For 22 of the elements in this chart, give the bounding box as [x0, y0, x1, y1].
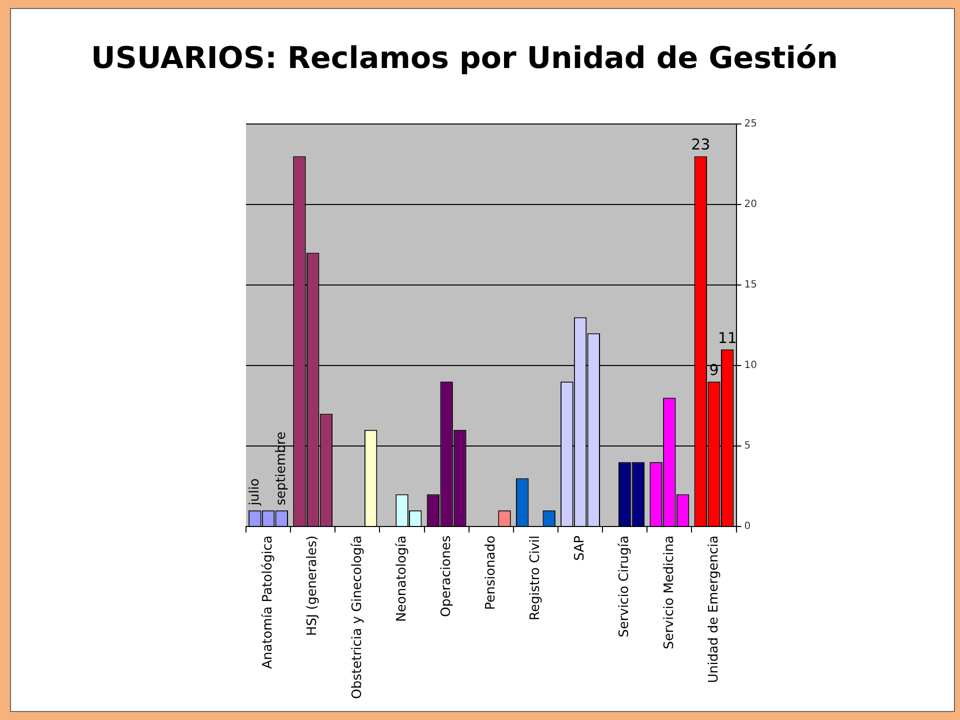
y-tick-label: 5 [744, 440, 751, 452]
x-tick-label: Pensionado [484, 535, 499, 610]
x-tick-label: Registro Civil [528, 535, 544, 620]
data-label: 11 [718, 328, 737, 347]
chart-title: USUARIOS: Reclamos por Unidad de Gestión [91, 41, 838, 76]
y-tick-label: 0 [744, 521, 751, 532]
x-tick-label: Neonatología [394, 535, 410, 622]
x-tick-label: Unidad de Emergencia [706, 535, 722, 684]
x-tick-label: Servicio Cirugía [617, 535, 632, 638]
text: septiembre [274, 432, 290, 506]
x-tick-label: Obstetricia y Ginecología [350, 535, 365, 700]
text: julio [247, 478, 262, 506]
x-tick-label: SAP [572, 535, 588, 561]
data-label: 23 [691, 136, 710, 154]
y-tick-label: 15 [744, 280, 758, 291]
y-tick-label: 10 [744, 360, 758, 372]
y-tick-label: 25 [744, 118, 758, 130]
x-tick-label: Anatomía Patológica [260, 535, 276, 669]
y-tick-label: 20 [744, 199, 758, 210]
x-tick-label: Operaciones [438, 535, 454, 618]
x-tick-label: HSJ (generales) [305, 535, 320, 636]
x-tick-label: Servicio Medicina [662, 535, 677, 650]
